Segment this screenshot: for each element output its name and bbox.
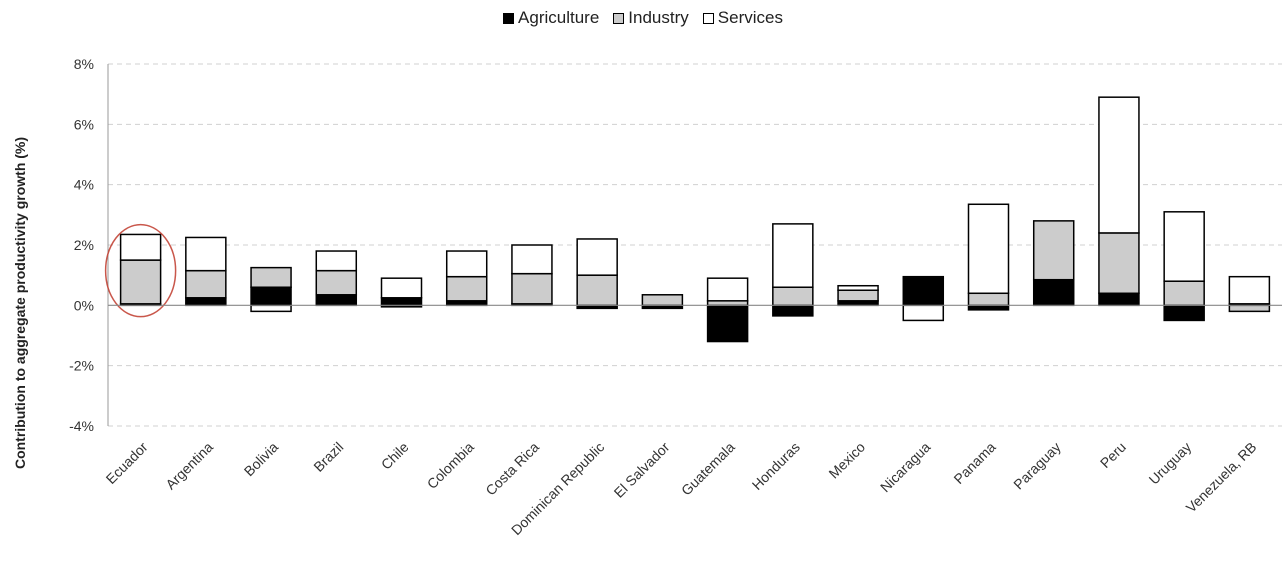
bar-agriculture-brazil bbox=[315, 294, 358, 307]
bar-services-peru bbox=[1098, 96, 1140, 234]
x-tick-label: Mexico bbox=[825, 439, 868, 482]
y-tick-label: -4% bbox=[69, 418, 94, 434]
bar-services-uruguay bbox=[1163, 211, 1205, 282]
x-tick-label: El Salvador bbox=[611, 439, 673, 501]
bar-agriculture-bolivia bbox=[250, 286, 292, 307]
x-tick-label: Chile bbox=[378, 439, 412, 473]
bar-services-chile bbox=[380, 277, 423, 299]
legend-label-services: Services bbox=[717, 8, 783, 27]
x-tick-label: Peru bbox=[1097, 439, 1129, 471]
x-tick-label: Argentina bbox=[162, 439, 216, 493]
x-tick-label: Paraguay bbox=[1010, 439, 1064, 493]
bar-services-costa-rica bbox=[511, 244, 553, 275]
y-tick-label: 4% bbox=[74, 177, 94, 193]
bar-industry-colombia bbox=[445, 275, 488, 302]
bar-industry-brazil bbox=[315, 269, 358, 296]
legend-swatch-agriculture bbox=[503, 12, 515, 24]
y-tick-label: 2% bbox=[74, 237, 94, 253]
bar-industry-venezuela-rb bbox=[1228, 304, 1271, 313]
x-tick-label: Venezuela, RB bbox=[1183, 439, 1260, 516]
bar-industry-honduras bbox=[772, 286, 814, 307]
bar-industry-mexico bbox=[837, 289, 879, 302]
bar-agriculture-uruguay bbox=[1163, 304, 1205, 322]
legend-label-agriculture: Agriculture bbox=[518, 8, 600, 27]
x-tick-label: Colombia bbox=[424, 439, 477, 492]
x-tick-label: Ecuador bbox=[103, 439, 151, 487]
x-tick-label: Brazil bbox=[310, 439, 346, 475]
bar-services-brazil bbox=[315, 250, 358, 272]
highlight-circle bbox=[104, 223, 177, 318]
bar-agriculture-argentina bbox=[185, 297, 227, 307]
bar-services-argentina bbox=[185, 236, 227, 272]
bar-industry-nicaragua bbox=[902, 275, 945, 279]
legend-item-services: Services bbox=[702, 8, 783, 28]
bar-services-honduras bbox=[772, 223, 814, 288]
y-tick-label: 6% bbox=[74, 116, 94, 132]
y-tick-label: 0% bbox=[74, 297, 94, 313]
y-tick-label: -2% bbox=[69, 358, 94, 374]
x-tick-label: Bolivia bbox=[241, 439, 282, 480]
bar-industry-el-salvador bbox=[641, 294, 684, 307]
legend-item-agriculture: Agriculture bbox=[503, 8, 599, 28]
x-tick-label: Honduras bbox=[749, 439, 803, 493]
y-tick-label: 8% bbox=[74, 56, 94, 72]
bar-services-colombia bbox=[445, 250, 488, 278]
x-tick-label: Costa Rica bbox=[482, 439, 542, 499]
bar-agriculture-chile bbox=[380, 297, 423, 307]
bar-agriculture-guatemala bbox=[706, 304, 749, 343]
bar-agriculture-nicaragua bbox=[902, 277, 945, 307]
bar-services-venezuela-rb bbox=[1228, 275, 1271, 305]
bar-services-dominican-republic bbox=[576, 238, 618, 276]
bar-services-nicaragua bbox=[902, 304, 945, 322]
legend-label-industry: Industry bbox=[628, 8, 689, 27]
bar-industry-peru bbox=[1098, 232, 1140, 295]
bar-agriculture-peru bbox=[1098, 292, 1140, 307]
bar-services-panama bbox=[967, 203, 1010, 295]
bar-industry-bolivia bbox=[250, 266, 292, 288]
bar-industry-uruguay bbox=[1163, 280, 1205, 307]
x-tick-label: Guatemala bbox=[678, 439, 738, 499]
bar-agriculture-paraguay bbox=[1032, 278, 1075, 307]
bar-industry-argentina bbox=[185, 269, 227, 299]
bar-industry-dominican-republic bbox=[576, 274, 618, 307]
bar-industry-costa-rica bbox=[511, 272, 553, 305]
legend-item-industry: Industry bbox=[613, 8, 689, 28]
bar-agriculture-honduras bbox=[772, 304, 814, 317]
bar-services-ecuador bbox=[119, 233, 162, 261]
x-tick-label: Nicaragua bbox=[877, 439, 934, 496]
bar-industry-ecuador bbox=[119, 259, 162, 305]
legend-swatch-services bbox=[702, 12, 714, 24]
legend-swatch-industry bbox=[613, 12, 625, 24]
x-tick-label: Uruguay bbox=[1146, 439, 1195, 488]
bar-industry-panama bbox=[967, 292, 1010, 307]
bar-industry-paraguay bbox=[1032, 220, 1075, 281]
chart-legend: Agriculture Industry Services bbox=[0, 8, 1286, 28]
bar-services-mexico bbox=[837, 284, 879, 292]
x-tick-label: Panama bbox=[950, 439, 998, 487]
bar-services-bolivia bbox=[250, 304, 292, 313]
bar-services-guatemala bbox=[706, 277, 749, 302]
